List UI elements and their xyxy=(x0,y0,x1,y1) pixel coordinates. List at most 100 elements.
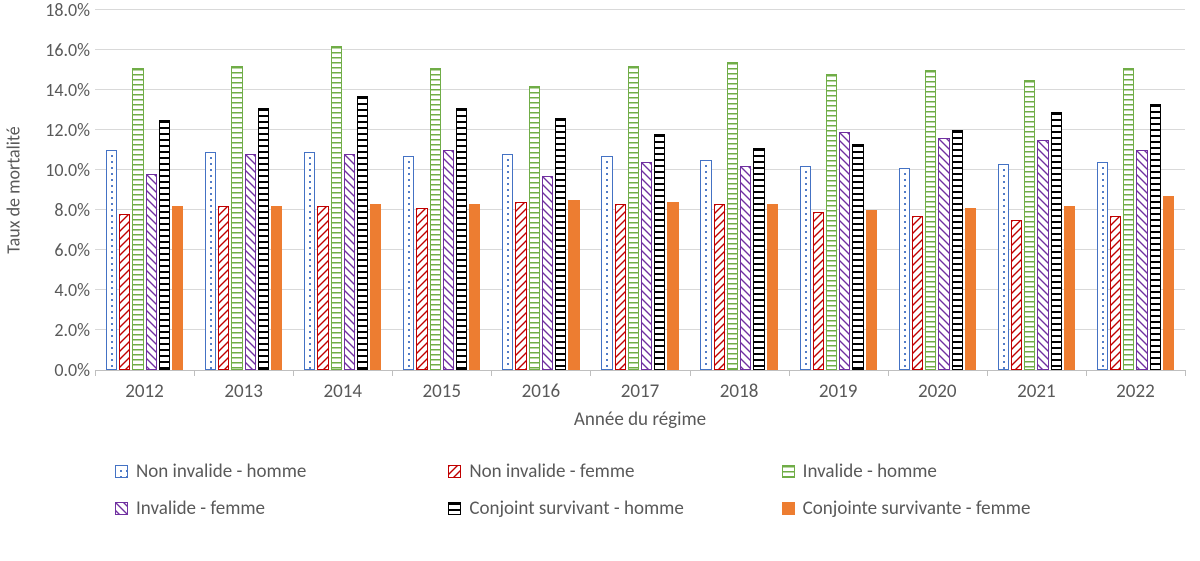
y-tick-label: 2.0% xyxy=(32,319,90,341)
bar-ni_h xyxy=(601,156,612,370)
bar-slot xyxy=(1023,10,1036,370)
bar-ni_h xyxy=(998,164,1009,370)
x-axis-title-text: Année du régime xyxy=(574,408,706,431)
legend-item-cs_h: Conjoint survivant - homme xyxy=(448,497,761,520)
bar-ni_h xyxy=(502,154,513,370)
bar-cs_h xyxy=(456,108,467,370)
bar-ni_h xyxy=(1097,162,1108,370)
bar-ni_h xyxy=(403,156,414,370)
y-tick-label: 6.0% xyxy=(32,239,90,261)
bar-slot xyxy=(316,10,329,370)
legend-label: Non invalide - femme xyxy=(469,460,634,483)
x-tick xyxy=(888,370,889,376)
bar-slot xyxy=(1036,10,1049,370)
legend-label: Non invalide - homme xyxy=(136,460,306,483)
y-axis-title: Taux de mortalité xyxy=(2,0,26,380)
bar-ni_f xyxy=(515,202,526,370)
bar-slot xyxy=(230,10,243,370)
bar-ni_h xyxy=(800,166,811,370)
bar-slot xyxy=(739,10,752,370)
x-tick-label: 2016 xyxy=(491,380,590,403)
bar-slot xyxy=(514,10,527,370)
x-tick-label: 2022 xyxy=(1086,380,1185,403)
bar-cs_f xyxy=(172,206,183,370)
bar-in_h xyxy=(231,66,242,370)
x-tick-label: 2017 xyxy=(590,380,689,403)
x-tick xyxy=(590,370,591,376)
bar-in_h xyxy=(132,68,143,370)
bar-slot xyxy=(713,10,726,370)
legend-label: Conjointe survivante - femme xyxy=(803,497,1031,520)
legend-swatch-icon xyxy=(115,465,128,478)
bar-slot xyxy=(937,10,950,370)
legend-item-ni_h: Non invalide - homme xyxy=(115,460,428,483)
x-tick-label: 2014 xyxy=(293,380,392,403)
bar-slot xyxy=(145,10,158,370)
bar-in_f xyxy=(740,166,751,370)
bar-ni_h xyxy=(205,152,216,370)
bar-cs_h xyxy=(159,120,170,370)
bar-in_f xyxy=(146,174,157,370)
bar-in_h xyxy=(925,70,936,370)
bar-in_f xyxy=(443,150,454,370)
bar-slot xyxy=(402,10,415,370)
bar-slot xyxy=(118,10,131,370)
bar-cs_f xyxy=(568,200,579,370)
bar-group xyxy=(105,10,184,370)
bar-cs_h xyxy=(654,134,665,370)
bar-slot xyxy=(501,10,514,370)
bar-in_f xyxy=(1136,150,1147,370)
bar-slot xyxy=(766,10,779,370)
bar-in_f xyxy=(839,132,850,370)
bar-cs_f xyxy=(767,204,778,370)
bar-slot xyxy=(1063,10,1076,370)
x-tick xyxy=(194,370,195,376)
y-tick-label: 16.0% xyxy=(32,39,90,61)
bar-cs_h xyxy=(1150,104,1161,370)
legend-label: Conjoint survivant - homme xyxy=(469,497,683,520)
bar-slot xyxy=(851,10,864,370)
x-tick-label: 2015 xyxy=(392,380,491,403)
bar-ni_f xyxy=(1011,220,1022,370)
bar-slot xyxy=(666,10,679,370)
bar-in_f xyxy=(641,162,652,370)
bar-slot xyxy=(1096,10,1109,370)
bar-slot xyxy=(997,10,1010,370)
bar-in_f xyxy=(245,154,256,370)
x-tick xyxy=(1185,370,1186,376)
bar-ni_f xyxy=(714,204,725,370)
bar-in_f xyxy=(542,176,553,370)
legend-item-in_f: Invalide - femme xyxy=(115,497,428,520)
bar-slot xyxy=(825,10,838,370)
bar-slot xyxy=(105,10,118,370)
x-tick xyxy=(95,370,96,376)
bar-slot xyxy=(1122,10,1135,370)
bar-in_h xyxy=(1024,80,1035,370)
x-tick xyxy=(392,370,393,376)
bar-cs_f xyxy=(1064,206,1075,370)
bar-cs_h xyxy=(357,96,368,370)
legend-item-cs_f: Conjointe survivante - femme xyxy=(782,497,1095,520)
bar-cs_h xyxy=(852,144,863,370)
bar-slot xyxy=(257,10,270,370)
bar-slot xyxy=(838,10,851,370)
bar-ni_h xyxy=(106,150,117,370)
bar-slot xyxy=(951,10,964,370)
y-axis-labels: 0.0%2.0%4.0%6.0%8.0%10.0%12.0%14.0%16.0%… xyxy=(32,0,90,380)
bar-slot xyxy=(1135,10,1148,370)
bar-in_h xyxy=(628,66,639,370)
bar-slot xyxy=(330,10,343,370)
bar-slot xyxy=(1149,10,1162,370)
bar-slot xyxy=(1050,10,1063,370)
bar-ni_f xyxy=(119,214,130,370)
bar-slot xyxy=(600,10,613,370)
bar-group xyxy=(303,10,382,370)
bar-slot xyxy=(627,10,640,370)
bar-slot xyxy=(270,10,283,370)
legend-item-in_h: Invalide - homme xyxy=(782,460,1095,483)
y-tick-label: 8.0% xyxy=(32,199,90,221)
bar-slot xyxy=(204,10,217,370)
bar-ni_f xyxy=(912,216,923,370)
x-tick xyxy=(293,370,294,376)
bar-in_h xyxy=(1123,68,1134,370)
